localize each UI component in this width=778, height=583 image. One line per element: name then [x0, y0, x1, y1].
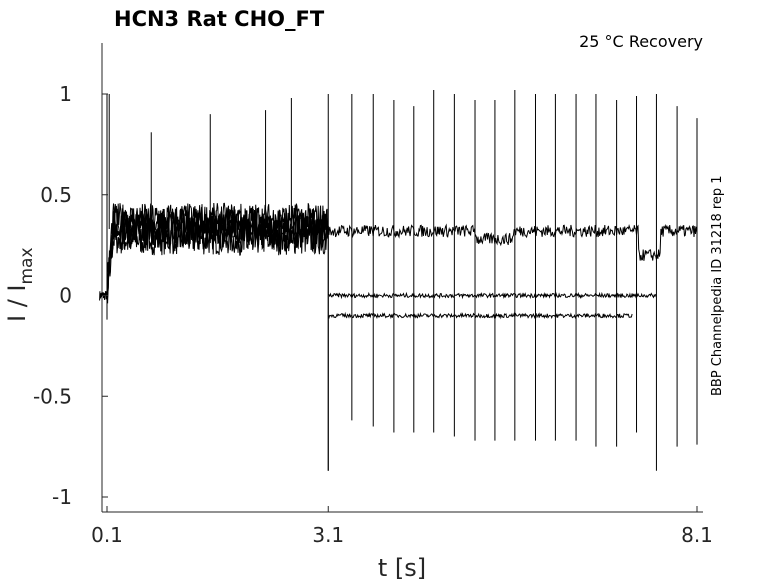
axis-ticks: 0.1 3.1 8.1 1 0.5 0 -0.5 -1	[33, 82, 713, 547]
x-tick-label: 3.1	[312, 523, 344, 547]
x-tick-label: 0.1	[91, 523, 123, 547]
y-tick-label: 0.5	[40, 183, 72, 207]
trace-recovery-middle	[327, 291, 657, 300]
y-tick-label: -1	[52, 485, 72, 509]
x-tick-label: 8.1	[681, 523, 713, 547]
condition-annotation: 25 °C Recovery	[579, 32, 703, 51]
chart-title: HCN3 Rat CHO_FT	[114, 7, 325, 31]
y-axis-label-main: I / I	[3, 285, 31, 323]
y-axis-label-subscript: max	[17, 247, 37, 284]
y-tick-label: 1	[59, 82, 72, 106]
axes	[101, 43, 703, 513]
source-label: BBP Channelpedia ID 31218 rep 1	[710, 175, 725, 396]
y-tick-label: -0.5	[33, 384, 72, 408]
x-axis-label: t [s]	[378, 554, 426, 582]
y-tick-label: 0	[59, 284, 72, 308]
trace-recovery-upper	[327, 223, 698, 261]
trace-baseline	[99, 291, 108, 301]
plot-area	[99, 89, 698, 471]
y-axis-label: I / Imax	[3, 247, 37, 322]
trace-recovery-lower	[327, 311, 633, 320]
